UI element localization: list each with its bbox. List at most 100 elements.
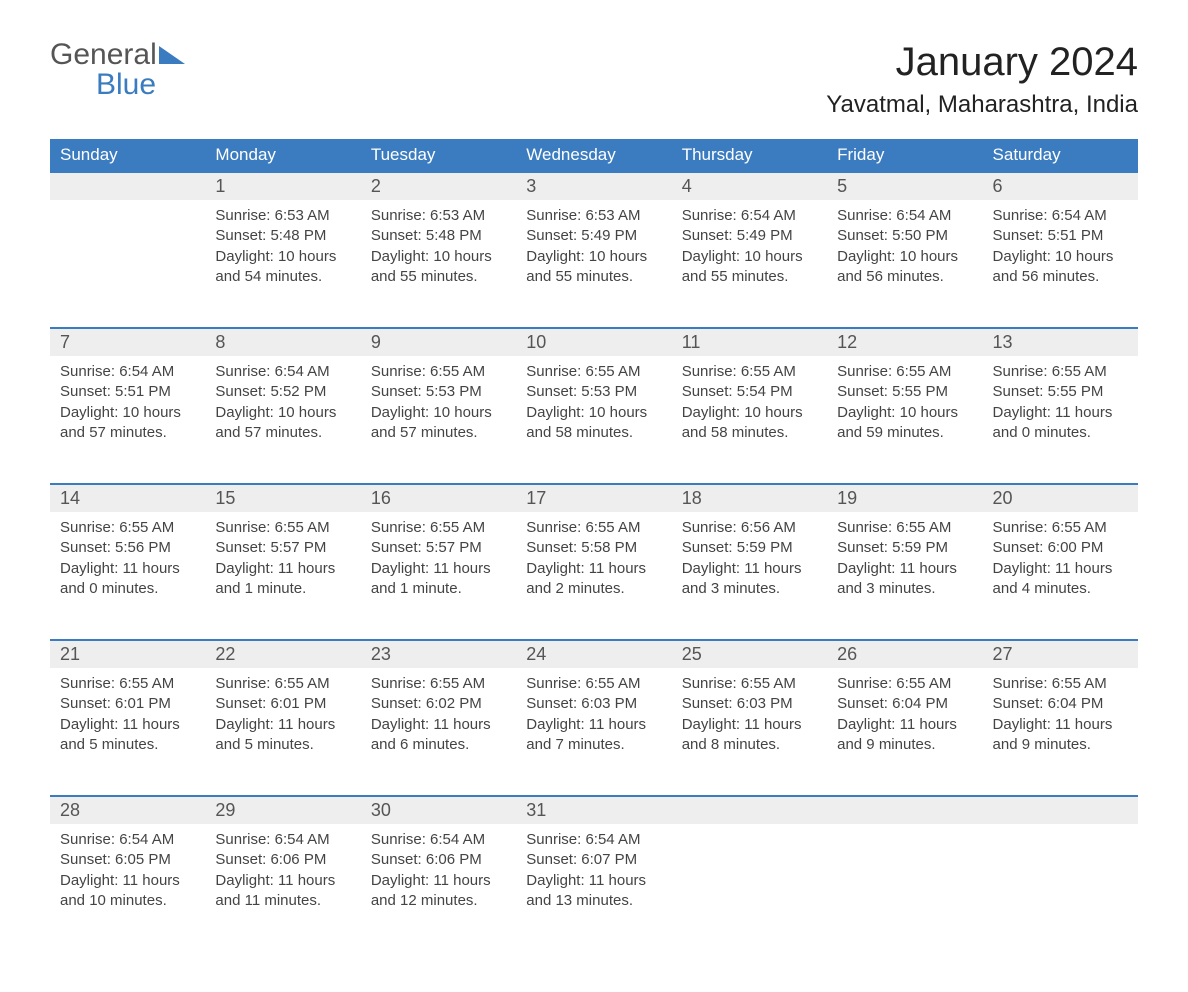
sunrise-line: Sunrise: 6:55 AM xyxy=(215,674,350,694)
daylight-line: Daylight: 11 hours and 5 minutes. xyxy=(60,715,195,756)
sunrise-line: Sunrise: 6:54 AM xyxy=(371,830,506,850)
day-number: 14 xyxy=(50,484,205,512)
sunset-line: Sunset: 5:48 PM xyxy=(215,226,350,246)
sunset-line: Sunset: 6:03 PM xyxy=(526,694,661,714)
sunrise-line: Sunrise: 6:53 AM xyxy=(371,206,506,226)
sunrise-line: Sunrise: 6:55 AM xyxy=(837,362,972,382)
sunrise-line: Sunrise: 6:56 AM xyxy=(682,518,817,538)
daylight-line: Daylight: 11 hours and 9 minutes. xyxy=(837,715,972,756)
daylight-line: Daylight: 10 hours and 58 minutes. xyxy=(526,403,661,444)
sunset-line: Sunset: 5:50 PM xyxy=(837,226,972,246)
daylight-line: Daylight: 10 hours and 55 minutes. xyxy=(371,247,506,288)
day-number: 12 xyxy=(827,328,982,356)
day-number: 29 xyxy=(205,796,360,824)
title-block: January 2024 Yavatmal, Maharashtra, Indi… xyxy=(826,40,1138,119)
sunset-line: Sunset: 5:53 PM xyxy=(526,382,661,402)
day-content: Sunrise: 6:55 AMSunset: 6:00 PMDaylight:… xyxy=(983,512,1138,640)
daylight-line: Daylight: 11 hours and 9 minutes. xyxy=(993,715,1128,756)
sunset-line: Sunset: 6:01 PM xyxy=(215,694,350,714)
day-content: Sunrise: 6:55 AMSunset: 5:55 PMDaylight:… xyxy=(827,356,982,484)
day-number: 9 xyxy=(361,328,516,356)
sunset-line: Sunset: 5:54 PM xyxy=(682,382,817,402)
sunset-line: Sunset: 5:59 PM xyxy=(682,538,817,558)
sunrise-line: Sunrise: 6:53 AM xyxy=(526,206,661,226)
calendar-table: SundayMondayTuesdayWednesdayThursdayFrid… xyxy=(50,139,1138,952)
day-content: Sunrise: 6:54 AMSunset: 6:07 PMDaylight:… xyxy=(516,824,671,952)
sunrise-line: Sunrise: 6:54 AM xyxy=(993,206,1128,226)
sunset-line: Sunset: 6:06 PM xyxy=(371,850,506,870)
day-number: 28 xyxy=(50,796,205,824)
day-number: 30 xyxy=(361,796,516,824)
day-content: Sunrise: 6:55 AMSunset: 5:55 PMDaylight:… xyxy=(983,356,1138,484)
day-number-empty xyxy=(983,796,1138,824)
day-content: Sunrise: 6:55 AMSunset: 5:54 PMDaylight:… xyxy=(672,356,827,484)
day-number: 27 xyxy=(983,640,1138,668)
sunset-line: Sunset: 5:58 PM xyxy=(526,538,661,558)
sunset-line: Sunset: 5:51 PM xyxy=(993,226,1128,246)
sunset-line: Sunset: 6:01 PM xyxy=(60,694,195,714)
sunrise-line: Sunrise: 6:54 AM xyxy=(215,830,350,850)
daylight-line: Daylight: 11 hours and 3 minutes. xyxy=(682,559,817,600)
day-content: Sunrise: 6:55 AMSunset: 5:59 PMDaylight:… xyxy=(827,512,982,640)
day-content: Sunrise: 6:54 AMSunset: 5:51 PMDaylight:… xyxy=(50,356,205,484)
sunrise-line: Sunrise: 6:54 AM xyxy=(60,362,195,382)
daylight-line: Daylight: 11 hours and 4 minutes. xyxy=(993,559,1128,600)
sunset-line: Sunset: 5:59 PM xyxy=(837,538,972,558)
daylight-line: Daylight: 11 hours and 1 minute. xyxy=(215,559,350,600)
day-content: Sunrise: 6:54 AMSunset: 6:06 PMDaylight:… xyxy=(361,824,516,952)
header: General Blue January 2024 Yavatmal, Maha… xyxy=(50,40,1138,119)
sunrise-line: Sunrise: 6:54 AM xyxy=(837,206,972,226)
day-content-row: Sunrise: 6:55 AM Sunset: 5:56 PM Daylight:… xyxy=(50,512,1138,640)
logo: General Blue xyxy=(50,40,185,100)
daylight-line: Daylight: 11 hours and 11 minutes. xyxy=(215,871,350,912)
daylight-line: Daylight: 11 hours and 3 minutes. xyxy=(837,559,972,600)
sunrise-line: Sunrise: 6:55 AM xyxy=(682,362,817,382)
day-content: Sunrise: 6:55 AMSunset: 6:03 PMDaylight:… xyxy=(516,668,671,796)
day-content: Sunrise: 6:55 AMSunset: 5:53 PMDaylight:… xyxy=(516,356,671,484)
daylight-line: Daylight: 11 hours and 10 minutes. xyxy=(60,871,195,912)
day-number: 2 xyxy=(361,172,516,200)
sunset-line: Sunset: 6:04 PM xyxy=(837,694,972,714)
sunrise-line: Sunrise: 6:55 AM xyxy=(215,518,350,538)
day-content: Sunrise: 6:55 AMSunset: 5:57 PMDaylight:… xyxy=(205,512,360,640)
day-number: 18 xyxy=(672,484,827,512)
daylight-line: Daylight: 11 hours and 13 minutes. xyxy=(526,871,661,912)
day-number: 8 xyxy=(205,328,360,356)
sunset-line: Sunset: 5:56 PM xyxy=(60,538,195,558)
sunrise-line: Sunrise: 6:55 AM xyxy=(526,674,661,694)
day-content: Sunrise: 6:54 AMSunset: 5:50 PMDaylight:… xyxy=(827,200,982,328)
day-number-row: 123456 xyxy=(50,172,1138,200)
sunset-line: Sunset: 6:04 PM xyxy=(993,694,1128,714)
day-content-row: Sunrise: 6:53 AMSunset: 5:48 PMDaylight:… xyxy=(50,200,1138,328)
day-content-row: Sunrise: 6:54 AMSunset: 6:05 PMDaylight:… xyxy=(50,824,1138,952)
day-content: Sunrise: 6:55 AMSunset: 5:56 PMDaylight:… xyxy=(50,512,205,640)
day-number: 15 xyxy=(205,484,360,512)
day-content-row: Sunrise: 6:54 AMSunset: 5:51 PMDaylight:… xyxy=(50,356,1138,484)
month-title: January 2024 xyxy=(826,40,1138,85)
logo-line1: General xyxy=(50,40,185,70)
sunrise-line: Sunrise: 6:53 AM xyxy=(215,206,350,226)
sunset-line: Sunset: 5:48 PM xyxy=(371,226,506,246)
logo-text-general: General xyxy=(50,40,157,70)
day-number: 24 xyxy=(516,640,671,668)
sunrise-line: Sunrise: 6:55 AM xyxy=(993,362,1128,382)
daylight-line: Daylight: 10 hours and 57 minutes. xyxy=(371,403,506,444)
daylight-line: Daylight: 10 hours and 55 minutes. xyxy=(682,247,817,288)
day-number-row: 14151617181920 xyxy=(50,484,1138,512)
day-content-empty xyxy=(983,824,1138,952)
weekday-header: Friday xyxy=(827,139,982,172)
day-number-empty xyxy=(50,172,205,200)
day-number-row: 78910111213 xyxy=(50,328,1138,356)
sunset-line: Sunset: 5:55 PM xyxy=(993,382,1128,402)
day-content-empty xyxy=(827,824,982,952)
sunrise-line: Sunrise: 6:55 AM xyxy=(682,674,817,694)
day-number: 31 xyxy=(516,796,671,824)
sunset-line: Sunset: 5:49 PM xyxy=(526,226,661,246)
day-number: 7 xyxy=(50,328,205,356)
day-content: Sunrise: 6:53 AMSunset: 5:48 PMDaylight:… xyxy=(361,200,516,328)
sunset-line: Sunset: 5:55 PM xyxy=(837,382,972,402)
day-number: 11 xyxy=(672,328,827,356)
day-number: 4 xyxy=(672,172,827,200)
weekday-header: Saturday xyxy=(983,139,1138,172)
day-number: 6 xyxy=(983,172,1138,200)
